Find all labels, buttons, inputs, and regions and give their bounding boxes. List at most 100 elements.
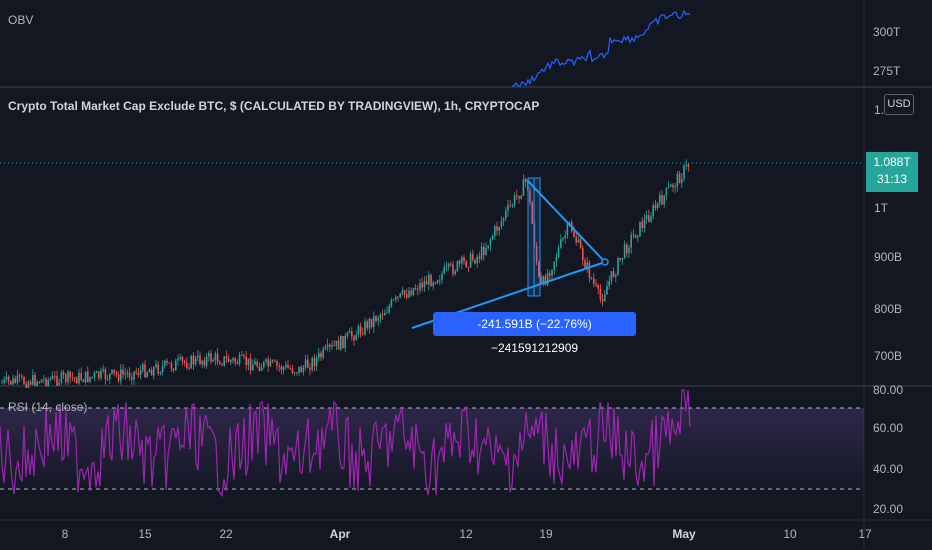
candle-body: [524, 178, 527, 182]
currency-button[interactable]: USD: [884, 94, 914, 115]
candle-body: [665, 187, 668, 196]
candle-body: [441, 273, 443, 280]
candle-body: [520, 195, 522, 199]
candle-body: [100, 370, 102, 379]
candle-body: [333, 345, 335, 346]
candle-body: [469, 253, 472, 268]
candle-body: [210, 352, 212, 362]
candle-body: [155, 364, 157, 368]
candle-body: [489, 239, 492, 246]
candle-body: [478, 256, 481, 259]
candle-body: [278, 365, 280, 367]
candle-body: [95, 371, 98, 373]
candle-body: [243, 355, 245, 357]
candle-body: [58, 382, 60, 386]
candle-body: [311, 358, 313, 370]
trend-lines[interactable]: [411, 179, 607, 329]
candle-body: [98, 371, 100, 379]
candle-body: [505, 210, 507, 219]
candle-body: [260, 367, 263, 371]
candle-body: [16, 375, 19, 383]
candle-body: [487, 245, 489, 248]
candle-body: [346, 333, 349, 337]
candle-body: [414, 288, 417, 290]
candle-body: [249, 358, 252, 371]
candle-body: [76, 377, 78, 384]
candle-body: [309, 367, 311, 370]
candle-body: [507, 204, 509, 211]
candle-body: [518, 195, 520, 199]
candle-body: [529, 190, 531, 203]
candle-body: [241, 354, 243, 356]
candle-body: [45, 378, 47, 387]
candle-body: [590, 278, 593, 279]
candle-body: [498, 227, 500, 231]
candle-body: [271, 360, 274, 362]
candle-body: [302, 367, 305, 373]
candle-body: [377, 318, 379, 321]
candle-body: [575, 237, 577, 243]
candle-body: [65, 374, 67, 382]
time-axis-12: 12: [459, 527, 473, 541]
candle-body: [137, 372, 140, 376]
candle-body: [652, 205, 654, 217]
trend-anchor[interactable]: [601, 258, 609, 266]
candle-body: [364, 321, 366, 335]
candle-body: [263, 361, 265, 368]
candle-body: [540, 276, 542, 285]
candle-body: [18, 375, 21, 377]
candle-body: [681, 178, 683, 184]
candle-body: [621, 257, 624, 260]
candle-body: [659, 194, 661, 203]
candle-body: [175, 360, 177, 371]
candle-body: [144, 364, 146, 378]
candle-body: [434, 282, 437, 284]
candle-body: [133, 371, 135, 380]
candle-body: [188, 367, 190, 369]
candle-body: [146, 372, 148, 378]
candle-body: [597, 284, 599, 289]
candle-body: [159, 371, 162, 374]
candle-body: [221, 364, 223, 366]
candle-body: [247, 358, 250, 366]
candle-body: [670, 184, 672, 187]
measure-label[interactable]: -241.591B (−22.76%) −241591212909: [433, 312, 636, 355]
candle-body: [186, 362, 188, 368]
time-axis-apr: Apr: [329, 527, 351, 541]
candle-body: [678, 173, 681, 184]
candle-body: [331, 345, 333, 347]
candle-body: [467, 267, 470, 268]
candle-body: [203, 360, 206, 366]
candle-body: [430, 274, 432, 287]
candle-body: [82, 379, 85, 383]
candle-body: [483, 246, 485, 255]
candle-body: [168, 362, 170, 364]
candle-body: [329, 344, 331, 347]
candle-body: [236, 362, 239, 364]
candle-body: [452, 264, 454, 275]
chart-title[interactable]: Crypto Total Market Cap Exclude BTC, $ (…: [8, 99, 540, 113]
candle-body: [199, 355, 201, 364]
candle-body: [212, 359, 214, 362]
candle-body: [274, 361, 276, 363]
candle-body: [410, 290, 412, 296]
obv-axis-300t: 300T: [873, 25, 901, 39]
candle-body: [104, 369, 107, 380]
time-axis-15: 15: [138, 527, 152, 541]
candle-body: [612, 271, 615, 277]
candle-body: [392, 299, 395, 301]
candle-body: [615, 274, 617, 277]
candle-body: [617, 257, 619, 275]
candle-body: [544, 276, 547, 285]
candle-body: [542, 276, 544, 285]
candle-body: [232, 358, 234, 361]
candle-body: [245, 356, 247, 366]
candle-body: [641, 221, 643, 229]
candle-body: [381, 314, 384, 316]
candle-body: [623, 244, 626, 258]
candle-body: [267, 359, 269, 367]
price-axis-900b: 900B: [874, 250, 903, 264]
candle-body: [423, 281, 426, 288]
candle-body: [509, 204, 511, 206]
